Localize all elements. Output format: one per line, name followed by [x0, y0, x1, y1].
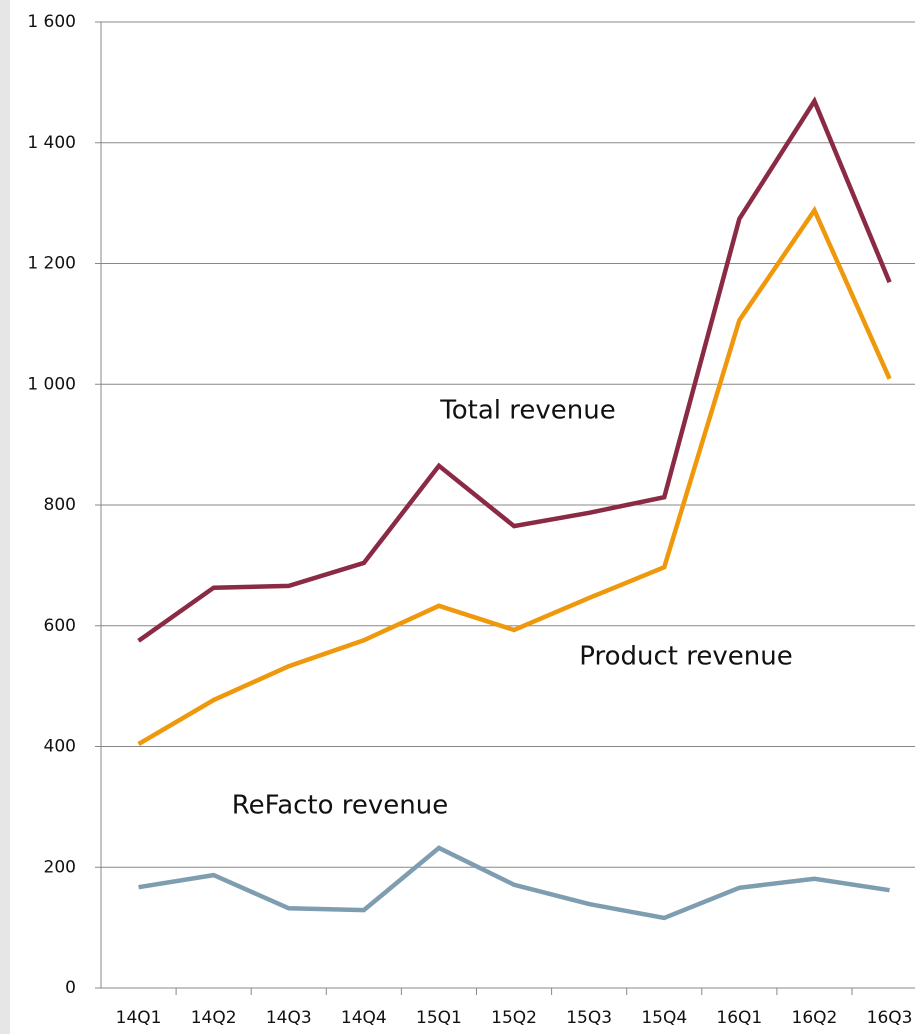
y-tick-label: 400: [44, 737, 76, 757]
series-line: [137, 96, 892, 643]
x-tick-label: 15Q1: [416, 1008, 462, 1028]
side-strip: [0, 0, 10, 1034]
x-tick-label: 14Q1: [116, 1008, 162, 1028]
y-tick-label: 600: [44, 616, 76, 636]
y-tick-label: 800: [44, 495, 76, 515]
y-tick-label: 0: [65, 978, 76, 998]
y-tick-label: 1 200: [27, 254, 76, 274]
y-tick-label: 200: [44, 857, 76, 877]
x-tick-label: 16Q1: [716, 1008, 762, 1028]
y-tick-label: 1 000: [27, 374, 76, 394]
x-tick-label: 15Q3: [566, 1008, 612, 1028]
y-tick-label: 1 600: [27, 12, 76, 32]
series-line: [138, 845, 890, 921]
series-label: Product revenue: [579, 642, 792, 672]
x-tick-label: 16Q3: [867, 1008, 913, 1028]
x-tick-label: 15Q2: [491, 1008, 537, 1028]
x-tick-label: 14Q2: [191, 1008, 237, 1028]
x-tick-label: 14Q3: [266, 1008, 312, 1028]
x-tick-label: 16Q2: [792, 1008, 838, 1028]
series-label: Total revenue: [439, 396, 615, 426]
series-line: [137, 205, 892, 747]
x-tick-label: 14Q4: [341, 1008, 387, 1028]
series-label: ReFacto revenue: [232, 791, 449, 821]
x-tick-label: 15Q4: [641, 1008, 687, 1028]
y-tick-label: 1 400: [27, 133, 76, 153]
